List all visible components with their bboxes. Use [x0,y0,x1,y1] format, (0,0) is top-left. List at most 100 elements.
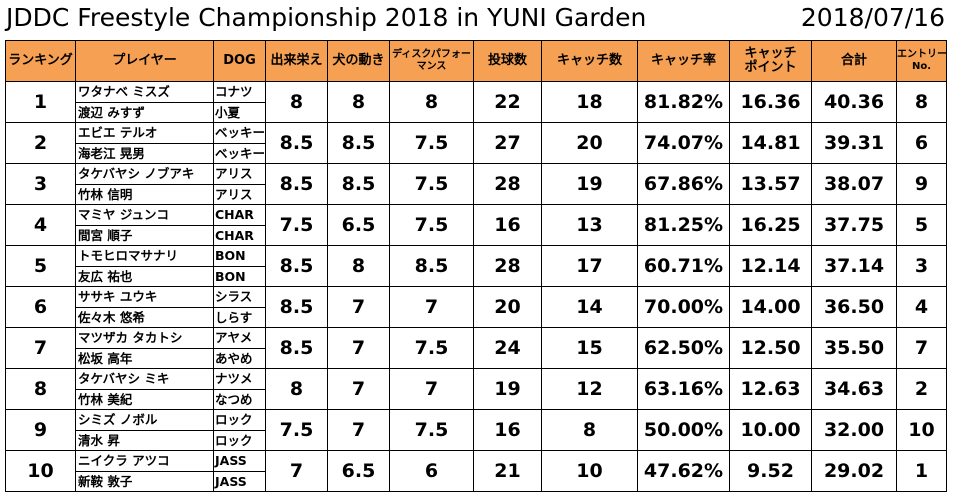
header-catches: キャッチ数 [541,40,638,82]
entry-number: 9 [896,163,947,205]
table-row: 1 ワタナベ ミスズ コナツ 8 8 8 22 18 81.82% 16.36 40.36 8 [5,81,947,123]
dog-name: しらす [213,306,266,328]
throws-count: 21 [473,450,542,492]
performance-score: 8.5 [265,245,328,287]
header-disc-performance-line1: ディスクパフォー [392,49,471,60]
header-dog: DOG [213,40,266,82]
dog-movement-score: 7 [327,409,390,451]
performance-score: 8.5 [265,327,328,369]
entry-number: 2 [896,368,947,410]
player-kana: エビエ テルオ [75,122,214,144]
table-row: 4 マミヤ ジュンコ CHAR 7.5 6.5 7.5 16 13 81.25% 16.25 37.… [5,204,947,246]
disc-performance-score: 7.5 [389,122,474,164]
table-row-sub: 友広 祐也 BON [6,265,947,287]
table-row-sub: 新鞍 敦子 JASS [6,470,947,492]
throws-count: 19 [473,368,542,410]
entry-number: 8 [896,81,947,123]
rank-cell: 8 [5,368,76,410]
header-player: プレイヤー [75,40,214,82]
catch-rate: 81.82% [637,81,730,123]
performance-score: 7 [265,450,328,492]
entry-number: 3 [896,245,947,287]
rank-cell: 2 [5,122,76,164]
player-kana: タケバヤシ ミキ [75,368,214,390]
player-kana: シミズ ノボル [75,409,214,431]
performance-score: 8 [265,368,328,410]
dog-name: ロック [213,429,266,451]
throws-count: 20 [473,286,542,328]
catch-points: 12.50 [729,327,812,369]
entry-number: 7 [896,327,947,369]
player-kanji: 松坂 高年 [75,347,214,369]
throws-count: 28 [473,245,542,287]
table-row: 9 シミズ ノボル ロック 7.5 7 7.5 16 8 50.00% 10.00 32.00 10 [5,409,947,451]
entry-number: 6 [896,122,947,164]
player-kanji: 間宮 順子 [75,224,214,246]
entry-number: 5 [896,204,947,246]
disc-performance-score: 7 [389,368,474,410]
dog-movement-score: 8 [327,245,390,287]
header-row: ランキング プレイヤー DOG 出来栄え 犬の動き ディスクパフォー マンス 投球… [5,40,947,82]
header-catch-points: キャッチ ポイント [729,40,812,82]
player-kanji: 渡辺 みすず [75,101,214,123]
catch-rate: 50.00% [637,409,730,451]
table-row-sub: 竹林 信明 アリス [6,183,947,205]
rank-cell: 6 [5,286,76,328]
player-kanji: 竹林 信明 [75,183,214,205]
catch-points: 14.00 [729,286,812,328]
disc-performance-score: 7 [389,286,474,328]
dog-movement-score: 6.5 [327,204,390,246]
player-kana: ニイクラ アツコ [75,450,214,472]
performance-score: 7.5 [265,409,328,451]
table-row: 10 ニイクラ アツコ JASS 7 6.5 6 21 10 47.62% 9.52 29.02 1 [5,450,947,492]
dog-name-kana: CHAR [213,204,266,226]
player-kanji: 竹林 美紀 [75,388,214,410]
results-body: 1 ワタナベ ミスズ コナツ 8 8 8 22 18 81.82% 16.36 40.36 8 渡辺 み… [5,81,947,492]
catch-points: 14.81 [729,122,812,164]
dog-name-kana: ロック [213,409,266,431]
dog-movement-score: 8 [327,81,390,123]
dog-name: CHAR [213,224,266,246]
catch-rate: 60.71% [637,245,730,287]
dog-name: ベッキー [213,142,266,164]
header-total: 合計 [811,40,897,82]
total-score: 35.50 [811,327,897,369]
catches-count: 10 [541,450,638,492]
performance-score: 7.5 [265,204,328,246]
table-row-sub: 竹林 美紀 なつめ [6,388,947,410]
throws-count: 27 [473,122,542,164]
dog-name-kana: アリス [213,163,266,185]
rank-cell: 5 [5,245,76,287]
player-kanji: 清水 昇 [75,429,214,451]
catches-count: 18 [541,81,638,123]
catch-rate: 70.00% [637,286,730,328]
catch-rate: 63.16% [637,368,730,410]
entry-number: 10 [896,409,947,451]
player-kana: トモヒロマサナリ [75,245,214,267]
table-row-sub: 渡辺 みすず 小夏 [6,101,947,123]
disc-performance-score: 7.5 [389,327,474,369]
catch-points: 16.36 [729,81,812,123]
dog-name-kana: コナツ [213,81,266,103]
catches-count: 15 [541,327,638,369]
total-score: 36.50 [811,286,897,328]
catch-rate: 74.07% [637,122,730,164]
catches-count: 17 [541,245,638,287]
total-score: 37.14 [811,245,897,287]
header-bar: JDDC Freestyle Championship 2018 in YUNI… [0,0,953,40]
rank-cell: 9 [5,409,76,451]
player-kanji: 佐々木 悠希 [75,306,214,328]
entry-number: 1 [896,450,947,492]
disc-performance-score: 8 [389,81,474,123]
results-table: ランキング プレイヤー DOG 出来栄え 犬の動き ディスクパフォー マンス 投球… [5,40,947,492]
header-entry-line2: No. [911,61,932,72]
header-disc-performance-line2: マンス [416,61,447,72]
dog-movement-score: 7 [327,327,390,369]
table-row: 2 エビエ テルオ ベッキー 8.5 8.5 7.5 27 20 74.07% 14.81 39.3… [5,122,947,164]
catch-points: 10.00 [729,409,812,451]
dog-movement-score: 8.5 [327,163,390,205]
header-entry-no: エントリー No. [896,40,947,82]
player-kana: ササキ ユウキ [75,286,214,308]
dog-movement-score: 8.5 [327,122,390,164]
rank-cell: 1 [5,81,76,123]
